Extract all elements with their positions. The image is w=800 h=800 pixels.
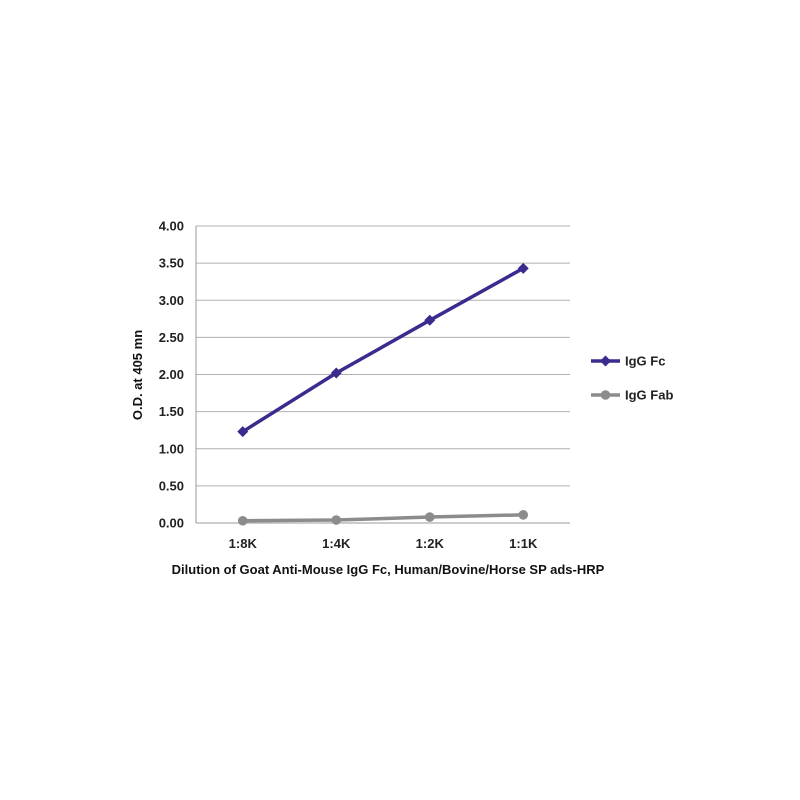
y-tick-label: 1.00 xyxy=(159,441,184,456)
x-axis-title: Dilution of Goat Anti-Mouse IgG Fc, Huma… xyxy=(172,562,605,577)
series-line xyxy=(242,513,524,523)
data-point xyxy=(330,367,342,379)
data-point xyxy=(237,515,248,526)
x-tick-label: 1:4K xyxy=(322,536,351,551)
legend: IgG Fc IgG Fab xyxy=(591,354,673,403)
legend-label: IgG Fab xyxy=(625,388,673,403)
y-tick-label: 2.50 xyxy=(159,330,184,345)
y-tick-label: 4.00 xyxy=(159,219,184,234)
legend-item: IgG Fc xyxy=(591,354,665,369)
series-line xyxy=(241,266,525,434)
y-tick-label: 0.50 xyxy=(159,478,184,493)
series-1 xyxy=(237,510,529,526)
data-point xyxy=(237,426,249,438)
data-point xyxy=(331,515,342,525)
data-point xyxy=(424,512,435,522)
data-point xyxy=(518,510,529,520)
y-tick-labels: 0.00 0.50 1.00 1.50 2.00 2.50 3.00 3.50 4.00 xyxy=(159,219,184,531)
series-0 xyxy=(237,262,529,438)
y-tick-label: 1.50 xyxy=(159,404,184,419)
data-point xyxy=(424,314,436,326)
y-tick-label: 0.00 xyxy=(159,516,184,531)
data-point xyxy=(517,262,529,274)
y-axis-title: O.D. at 405 mn xyxy=(130,330,145,420)
y-tick-label: 3.00 xyxy=(159,293,184,308)
x-tick-label: 1:2K xyxy=(416,536,445,551)
x-tick-label: 1:8K xyxy=(229,536,258,551)
gridlines xyxy=(195,225,570,524)
x-tick-labels: 1:8K 1:4K 1:2K 1:1K xyxy=(229,536,538,551)
legend-label: IgG Fc xyxy=(625,354,665,369)
legend-marker xyxy=(600,390,611,400)
legend-marker xyxy=(600,355,611,367)
y-tick-label: 3.50 xyxy=(159,256,184,271)
series-group xyxy=(237,262,529,526)
legend-item: IgG Fab xyxy=(591,388,673,403)
x-tick-label: 1:1K xyxy=(509,536,538,551)
y-tick-label: 2.00 xyxy=(159,367,184,382)
